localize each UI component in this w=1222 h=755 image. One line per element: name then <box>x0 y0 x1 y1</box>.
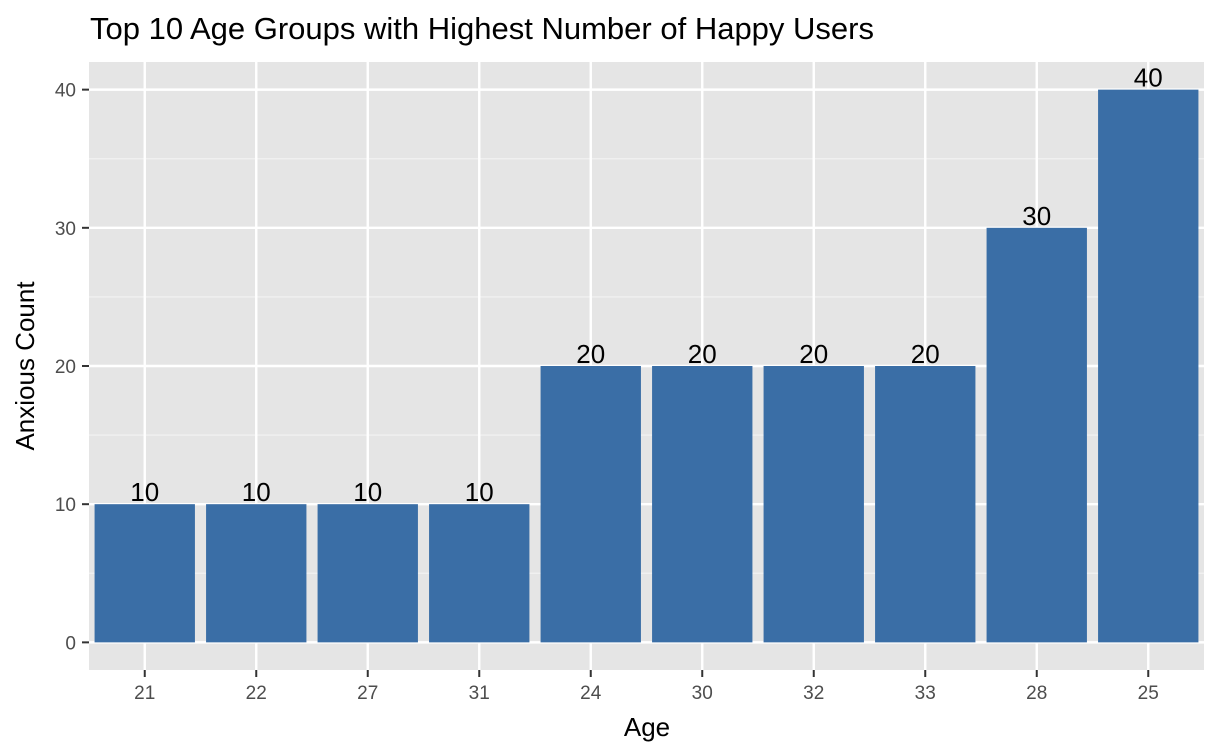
bar-value-labels: 10 10 10 10 20 20 20 20 30 40 <box>130 63 1162 508</box>
y-axis-title: Anxious Count <box>10 281 40 451</box>
data-label: 10 <box>353 477 382 507</box>
x-tick-label: 27 <box>357 683 378 704</box>
x-tick-label: 22 <box>246 683 267 704</box>
bar-21 <box>94 504 195 643</box>
x-axis: 21 22 27 31 24 30 32 33 28 25 <box>134 670 1159 704</box>
x-tick-label: 21 <box>134 683 155 704</box>
x-tick-label: 33 <box>915 683 936 704</box>
data-label: 20 <box>911 339 940 369</box>
bar-33 <box>875 366 976 643</box>
data-label: 10 <box>465 477 494 507</box>
data-label: 10 <box>130 477 159 507</box>
bar-27 <box>317 504 418 643</box>
bar-31 <box>429 504 530 643</box>
x-tick-label: 30 <box>692 683 713 704</box>
data-label: 30 <box>1022 201 1051 231</box>
bar-24 <box>540 366 641 643</box>
chart-title: Top 10 Age Groups with Highest Number of… <box>90 11 874 46</box>
bars <box>94 89 1199 643</box>
data-label: 20 <box>576 339 605 369</box>
bar-30 <box>652 366 753 643</box>
data-label: 40 <box>1134 63 1163 93</box>
y-axis: 0 10 20 30 40 <box>55 81 89 654</box>
x-tick-label: 31 <box>469 683 490 704</box>
y-tick-label: 20 <box>55 357 76 378</box>
bar-32 <box>763 366 864 643</box>
x-tick-label: 25 <box>1138 683 1159 704</box>
x-tick-label: 32 <box>803 683 824 704</box>
x-tick-label: 28 <box>1026 683 1047 704</box>
x-axis-title: Age <box>624 712 670 742</box>
y-tick-label: 10 <box>55 495 76 516</box>
y-tick-label: 30 <box>55 219 76 240</box>
bar-25 <box>1098 89 1199 643</box>
data-label: 10 <box>242 477 271 507</box>
x-tick-label: 24 <box>580 683 602 704</box>
bar-28 <box>986 227 1087 643</box>
y-tick-label: 40 <box>55 81 76 102</box>
data-label: 20 <box>799 339 828 369</box>
data-label: 20 <box>688 339 717 369</box>
bar-22 <box>206 504 307 643</box>
y-tick-label: 0 <box>65 633 76 654</box>
